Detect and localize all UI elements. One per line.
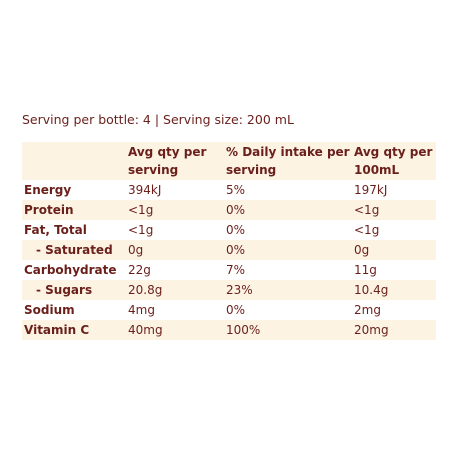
row-label: Sodium — [24, 303, 75, 317]
header-cell: Avg qty per serving — [128, 145, 207, 177]
cell: 394kJ — [128, 183, 162, 197]
cell: 7% — [226, 263, 246, 277]
row-label: Protein — [24, 203, 74, 217]
cell: 22g — [128, 263, 151, 277]
table-row: Carbohydrate 22g 7% 11g — [22, 260, 436, 280]
table-row: Energy 394kJ 5% 197kJ — [22, 180, 436, 200]
cell: <1g — [128, 223, 154, 237]
cell: 0% — [226, 303, 246, 317]
cell: 197kJ — [354, 183, 388, 197]
cell: 40mg — [128, 323, 163, 337]
table-row: Fat, Total <1g 0% <1g — [22, 220, 436, 240]
cell: <1g — [128, 203, 154, 217]
cell: <1g — [354, 203, 380, 217]
cell: 20.8g — [128, 283, 163, 297]
header-cell: % Daily intake per serving — [226, 145, 350, 177]
row-label: Energy — [24, 183, 72, 197]
row-label: - Saturated — [36, 243, 113, 257]
cell: 23% — [226, 283, 253, 297]
row-label: Fat, Total — [24, 223, 87, 237]
table-row: Protein <1g 0% <1g — [22, 200, 436, 220]
table-row: - Saturated 0g 0% 0g — [22, 240, 436, 260]
header-row: Avg qty per serving % Daily intake per se… — [22, 142, 436, 180]
cell: 0g — [354, 243, 370, 257]
cell: 0% — [226, 243, 246, 257]
cell: 0g — [128, 243, 144, 257]
table-row: Sodium 4mg 0% 2mg — [22, 300, 436, 320]
serving-info: Serving per bottle: 4 | Serving size: 20… — [22, 112, 294, 127]
nutrition-table: Avg qty per serving % Daily intake per se… — [22, 142, 436, 340]
row-label: Vitamin C — [24, 323, 90, 337]
table-row: Vitamin C 40mg 100% 20mg — [22, 320, 436, 340]
row-label: Carbohydrate — [24, 263, 117, 277]
cell: 4mg — [128, 303, 155, 317]
row-label: - Sugars — [36, 283, 93, 297]
cell: 0% — [226, 223, 246, 237]
table-row: - Sugars 20.8g 23% 10.4g — [22, 280, 436, 300]
header-cell: Avg qty per 100mL — [354, 145, 433, 177]
cell: 20mg — [354, 323, 389, 337]
cell: <1g — [354, 223, 380, 237]
cell: 2mg — [354, 303, 381, 317]
header-cell — [22, 142, 126, 180]
cell: 11g — [354, 263, 377, 277]
cell: 10.4g — [354, 283, 389, 297]
cell: 0% — [226, 203, 246, 217]
cell: 5% — [226, 183, 246, 197]
cell: 100% — [226, 323, 261, 337]
